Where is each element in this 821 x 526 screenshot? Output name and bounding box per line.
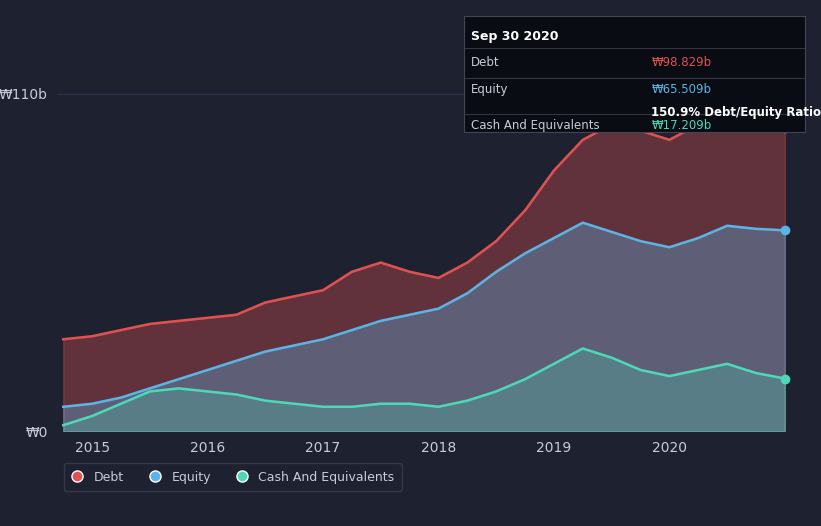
Text: Sep 30 2020: Sep 30 2020 [470,29,558,43]
Text: Equity: Equity [470,83,508,96]
Text: Cash And Equivalents: Cash And Equivalents [470,119,599,132]
Legend: Debt, Equity, Cash And Equivalents: Debt, Equity, Cash And Equivalents [64,463,402,491]
Text: ₩65.509b: ₩65.509b [651,83,711,96]
Text: Debt: Debt [470,56,499,69]
Text: ₩98.829b: ₩98.829b [651,56,711,69]
Text: ₩17.209b: ₩17.209b [651,119,712,132]
Text: 150.9% Debt/Equity Ratio: 150.9% Debt/Equity Ratio [651,106,821,119]
